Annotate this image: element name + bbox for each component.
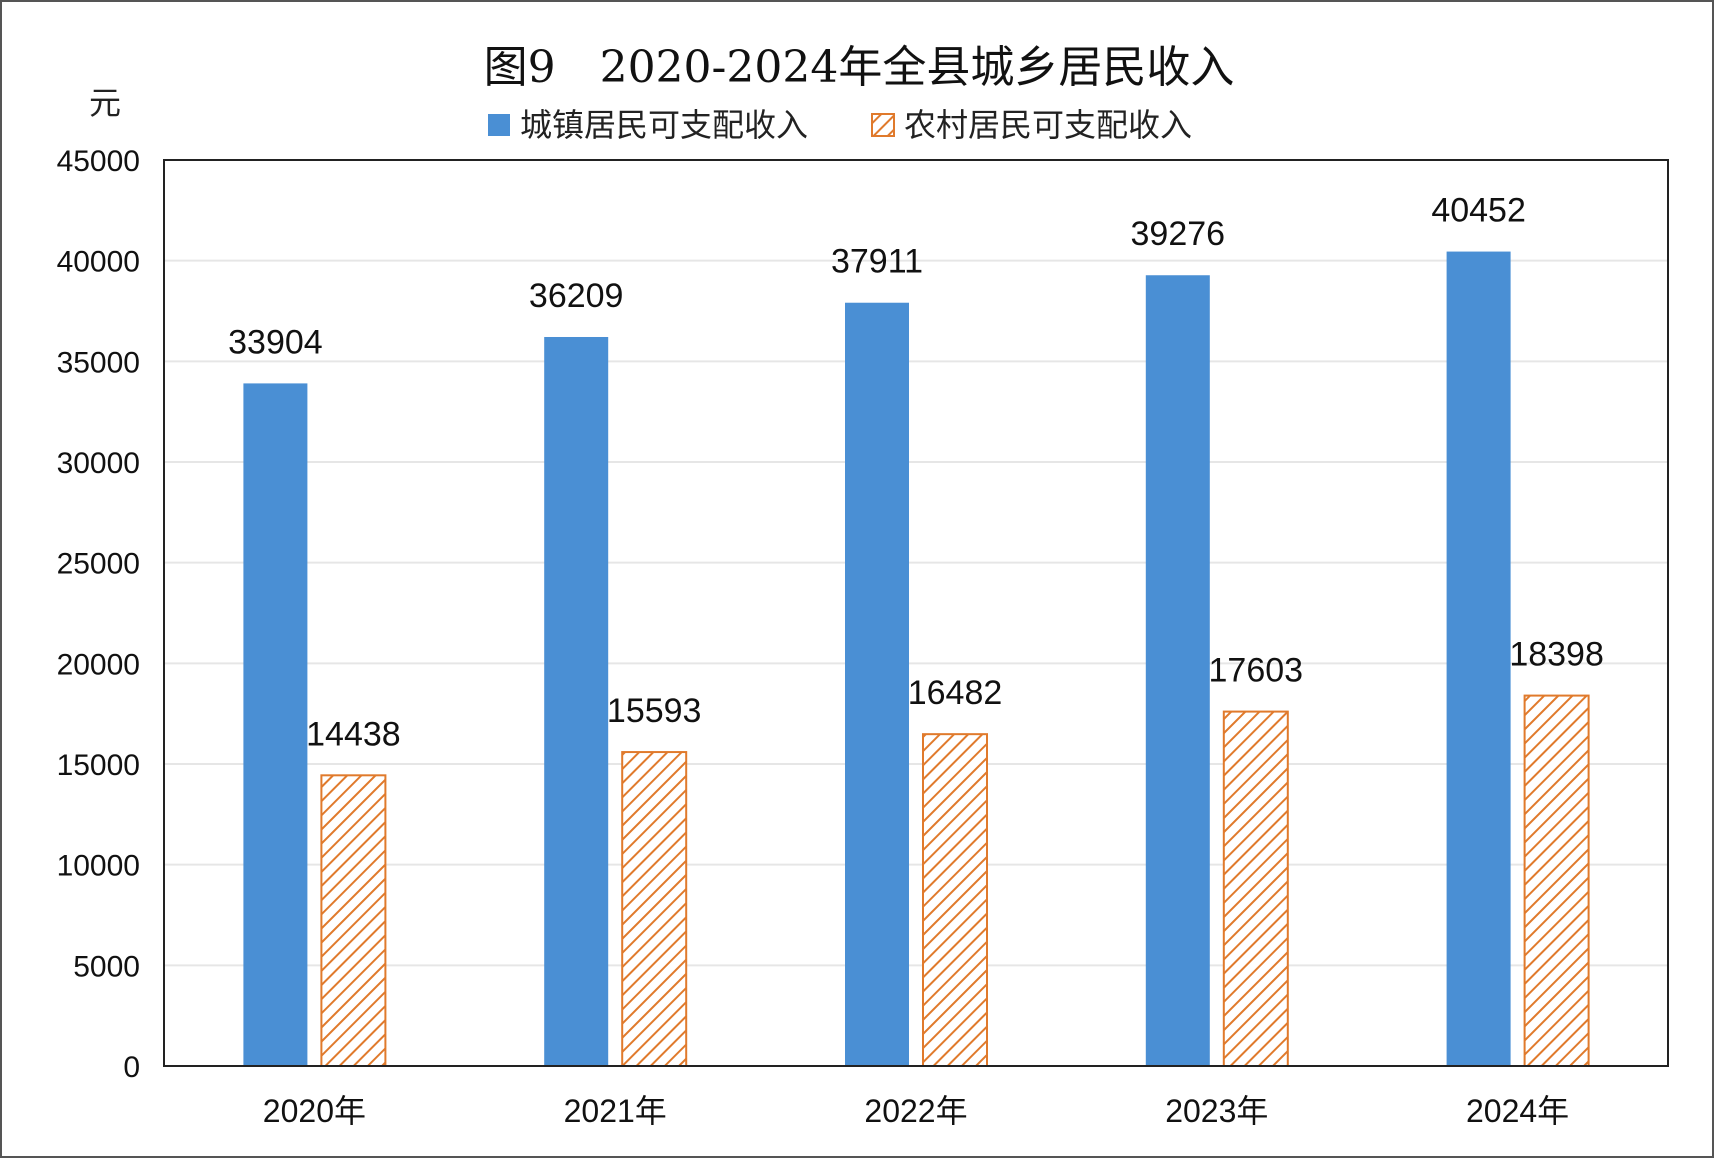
bar-rural [1523,694,1590,1067]
bar-rural [1222,710,1289,1068]
x-tick-label: 2023年 [1165,1093,1268,1129]
y-tick-label: 15000 [57,749,140,782]
legend: 城镇居民可支配收入 农村居民可支配收入 [488,106,1192,144]
data-label-rural: 18398 [1509,636,1604,674]
y-tick-label: 5000 [73,950,140,983]
bar-rural [922,733,988,1067]
legend-label-urban: 城镇居民可支配收入 [520,106,808,144]
data-labels: 33904 14438 36209 15593 37911 16482 39276 17603… [228,192,1604,754]
y-axis-ticks: 0 5000 10000 15000 20000 25000 30000 35000 40000… [57,145,140,1084]
data-label-urban: 39276 [1131,215,1226,253]
plot-area-border [163,159,1669,1067]
bar-rural [320,774,387,1067]
data-label-rural: 16482 [908,674,1003,712]
bar-urban [1145,275,1210,1067]
data-label-urban: 40452 [1431,192,1526,230]
bar-rural [621,751,688,1067]
data-label-urban: 37911 [831,243,923,281]
x-tick-label: 2020年 [263,1093,366,1129]
bar-urban [544,336,609,1066]
data-label-urban: 36209 [529,277,624,315]
bars [243,251,1590,1068]
gridlines [164,259,1668,967]
bar-urban [1446,251,1511,1066]
y-tick-label: 0 [123,1051,140,1084]
y-axis-unit: 元 [89,84,121,122]
y-tick-label: 40000 [57,246,140,279]
x-axis-ticks: 2020年 2021年 2022年 2023年 2024年 [263,1093,1569,1129]
data-label-rural: 15593 [607,692,702,730]
y-tick-label: 30000 [57,447,140,480]
legend-swatch-rural [871,113,895,137]
x-tick-label: 2021年 [564,1093,667,1129]
x-tick-label: 2024年 [1466,1093,1569,1129]
x-tick-label: 2022年 [864,1093,967,1129]
y-tick-label: 10000 [57,850,140,883]
chart-title: 图9 2020-2024年全县城乡居民收入 [484,42,1235,93]
legend-label-rural: 农村居民可支配收入 [904,106,1192,144]
y-tick-label: 25000 [57,548,140,581]
y-tick-label: 20000 [57,648,140,681]
data-label-rural: 14438 [306,715,401,753]
y-tick-label: 35000 [57,346,140,379]
bar-urban [243,383,308,1066]
bar-urban [845,302,909,1066]
y-tick-label: 45000 [57,145,140,178]
legend-swatch-urban [488,114,510,136]
data-label-urban: 33904 [228,323,323,361]
data-label-rural: 17603 [1209,652,1304,690]
